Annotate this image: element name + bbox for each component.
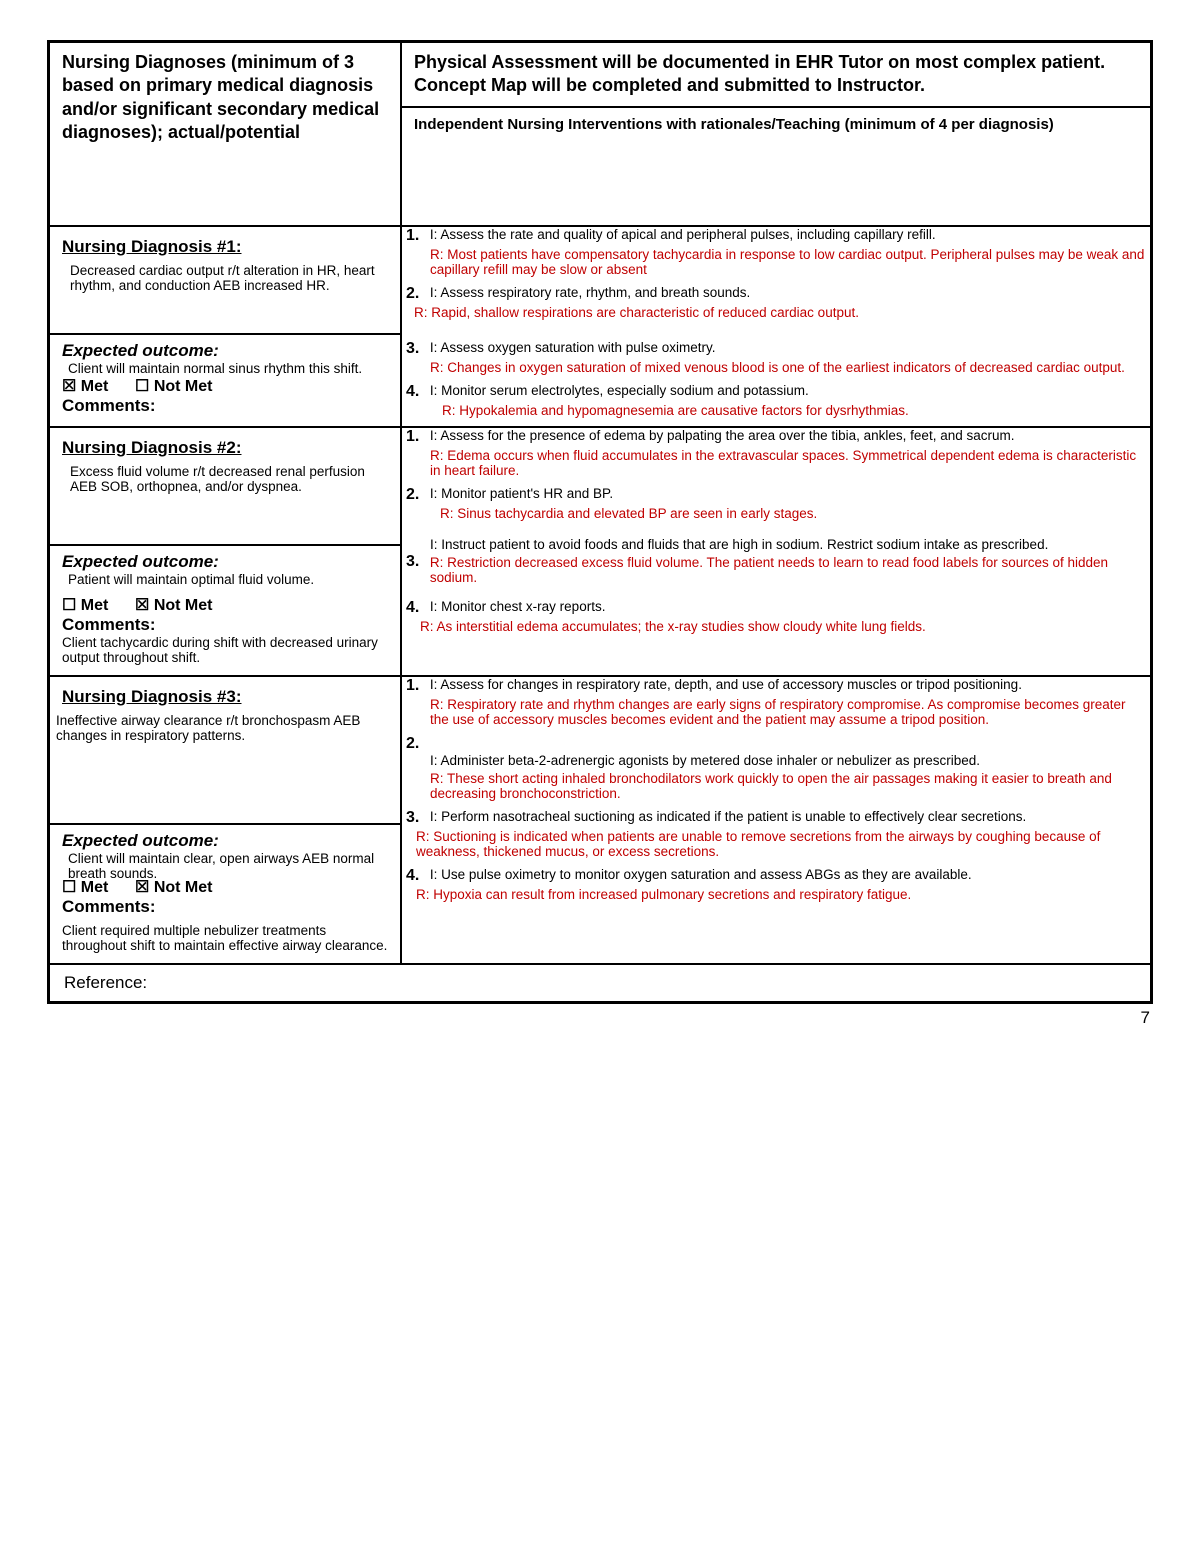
diagnosis-1-notmet-label: Not Met [154, 378, 213, 395]
reference-label: Reference: [64, 973, 147, 992]
intv-number: 3. [406, 809, 426, 827]
intv-number: 1. [406, 677, 426, 695]
d2-i4-rationale: R: As interstitial edema accumulates; th… [406, 619, 1146, 634]
d1-i1-text: I: Assess the rate and quality of apical… [430, 227, 1142, 242]
intv-number: 3. [406, 553, 426, 571]
diagnosis-3-comments-text: Client required multiple nebulizer treat… [62, 923, 388, 953]
diagnosis-2-left: Nursing Diagnosis #2: Excess fluid volum… [50, 428, 402, 675]
diagnosis-1-met-label: Met [81, 378, 109, 395]
d3-intervention-1: 1. I: Assess for changes in respiratory … [406, 677, 1146, 727]
diagnosis-3-expected-title: Expected outcome: [62, 831, 388, 851]
diagnosis-3-title: Nursing Diagnosis #3: [56, 687, 388, 707]
d1-i4-text: I: Monitor serum electrolytes, especiall… [430, 383, 1142, 398]
d1-intervention-1: 1. I: Assess the rate and quality of api… [406, 227, 1146, 277]
d2-intervention-2: 2. I: Monitor patient's HR and BP. R: Si… [406, 486, 1146, 521]
diagnosis-3-notmet-checkbox[interactable]: ☒ [135, 877, 149, 897]
diagnosis-1-expected-title: Expected outcome: [62, 341, 388, 361]
d3-i1-rationale: R: Respiratory rate and rhythm changes a… [406, 697, 1146, 727]
diagnosis-2-row: Nursing Diagnosis #2: Excess fluid volum… [50, 428, 1150, 677]
care-plan-page: Nursing Diagnoses (minimum of 3 based on… [47, 40, 1153, 1004]
d3-i4-rationale: R: Hypoxia can result from increased pul… [406, 887, 1146, 902]
diagnosis-3-met-label: Met [81, 879, 109, 896]
diagnosis-1-right: 1. I: Assess the rate and quality of api… [402, 227, 1150, 426]
d2-intervention-4: 4. I: Monitor chest x-ray reports. R: As… [406, 599, 1146, 634]
diagnosis-3-met-checkbox[interactable]: ☐ [62, 877, 76, 897]
d3-intervention-2: 2. I: Administer beta-2-adrenergic agoni… [406, 735, 1146, 801]
diagnosis-1-notmet-checkbox[interactable]: ☐ [135, 376, 149, 396]
d1-intervention-2: 2. I: Assess respiratory rate, rhythm, a… [406, 285, 1146, 320]
d2-i2-text: I: Monitor patient's HR and BP. [430, 486, 1142, 501]
diagnosis-2-met-line: ☐ Met ☒ Not Met [62, 595, 388, 615]
diagnosis-1-left: Nursing Diagnosis #1: Decreased cardiac … [50, 227, 402, 426]
diagnosis-2-expected-title: Expected outcome: [62, 552, 388, 572]
intv-number: 4. [406, 867, 426, 885]
intv-number: 1. [406, 227, 426, 245]
d1-intervention-4: 4. I: Monitor serum electrolytes, especi… [406, 383, 1146, 418]
d1-intervention-3: 3. I: Assess oxygen saturation with puls… [406, 340, 1146, 375]
d3-i3-rationale: R: Suctioning is indicated when patients… [406, 829, 1146, 859]
diagnosis-1-desc: Decreased cardiac output r/t alteration … [62, 263, 388, 293]
d2-i2-rationale: R: Sinus tachycardia and elevated BP are… [406, 506, 1146, 521]
intv-number: 2. [406, 735, 426, 753]
header-left-cell: Nursing Diagnoses (minimum of 3 based on… [50, 43, 402, 225]
intv-number: 2. [406, 486, 426, 504]
diagnosis-2-met-label: Met [81, 597, 109, 614]
d2-i3-rationale: R: Restriction decreased excess fluid vo… [430, 555, 1140, 585]
d1-i3-rationale: R: Changes in oxygen saturation of mixed… [406, 360, 1146, 375]
intv-number: 4. [406, 383, 426, 401]
d3-intervention-4: 4. I: Use pulse oximetry to monitor oxyg… [406, 867, 1146, 902]
d3-i2-rationale: R: These short acting inhaled bronchodil… [406, 771, 1146, 801]
d2-i4-text: I: Monitor chest x-ray reports. [430, 599, 1142, 614]
d1-i4-rationale: R: Hypokalemia and hypomagnesemia are ca… [406, 403, 1146, 418]
diagnosis-1-met-checkbox[interactable]: ☒ [62, 376, 76, 396]
d2-i1-rationale: R: Edema occurs when fluid accumulates i… [406, 448, 1146, 478]
d3-i2-text: I: Administer beta-2-adrenergic agonists… [430, 753, 1142, 768]
interventions-subheader: Independent Nursing Interventions with r… [402, 106, 1150, 213]
diagnosis-2-right: 1. I: Assess for the presence of edema b… [402, 428, 1150, 675]
d2-intervention-3: I: Instruct patient to avoid foods and f… [406, 537, 1146, 593]
diagnosis-2-comments-label: Comments: [62, 615, 388, 635]
diagnosis-3-met-line: ☐ Met ☒ Not Met [62, 877, 388, 897]
intv-number: 1. [406, 428, 426, 446]
diagnosis-1-title: Nursing Diagnosis #1: [62, 237, 388, 257]
diagnosis-3-notmet-label: Not Met [154, 879, 213, 896]
diagnosis-3-comments-label: Comments: [62, 897, 388, 917]
page-number: 7 [50, 1004, 1150, 1028]
d1-i2-rationale: R: Rapid, shallow respirations are chara… [406, 305, 1146, 320]
physical-assessment-header: Physical Assessment will be documented i… [402, 43, 1150, 106]
d3-i3-text: I: Perform nasotracheal suctioning as in… [430, 809, 1142, 824]
diagnosis-2-desc: Excess fluid volume r/t decreased renal … [62, 464, 388, 494]
reference-row: Reference: [50, 965, 1150, 1001]
diagnosis-3-right: 1. I: Assess for changes in respiratory … [402, 677, 1150, 963]
d2-i1-text: I: Assess for the presence of edema by p… [430, 428, 1142, 443]
intv-number: 3. [406, 340, 426, 358]
d1-i3-text: I: Assess oxygen saturation with pulse o… [430, 340, 1142, 355]
diagnosis-2-expected-desc: Patient will maintain optimal fluid volu… [62, 572, 388, 587]
diagnosis-2-comments-text: Client tachycardic during shift with dec… [62, 635, 388, 665]
diagnosis-2-met-checkbox[interactable]: ☐ [62, 595, 76, 615]
diagnosis-2-notmet-label: Not Met [154, 597, 213, 614]
d1-i1-rationale: R: Most patients have compensatory tachy… [406, 247, 1146, 277]
intv-number: 2. [406, 285, 426, 303]
intv-number: 4. [406, 599, 426, 617]
d3-i4-text: I: Use pulse oximetry to monitor oxygen … [430, 867, 1142, 882]
d2-i3-text: I: Instruct patient to avoid foods and f… [430, 537, 1142, 552]
diagnosis-2-notmet-checkbox[interactable]: ☒ [135, 595, 149, 615]
diagnosis-3-desc: Ineffective airway clearance r/t broncho… [56, 713, 388, 743]
diagnosis-3-left: Nursing Diagnosis #3: Ineffective airway… [50, 677, 402, 963]
diagnosis-1-row: Nursing Diagnosis #1: Decreased cardiac … [50, 227, 1150, 428]
diagnosis-1-expected-desc: Client will maintain normal sinus rhythm… [62, 361, 388, 376]
diagnosis-2-title: Nursing Diagnosis #2: [62, 438, 388, 458]
nursing-diagnoses-header: Nursing Diagnoses (minimum of 3 based on… [62, 51, 388, 145]
diagnosis-1-met-line: ☒ Met ☐ Not Met [62, 376, 388, 396]
d1-i2-text: I: Assess respiratory rate, rhythm, and … [430, 285, 1142, 300]
diagnosis-1-comments-label: Comments: [62, 396, 388, 416]
d2-intervention-1: 1. I: Assess for the presence of edema b… [406, 428, 1146, 478]
d3-i1-text: I: Assess for changes in respiratory rat… [430, 677, 1142, 692]
d3-intervention-3: 3. I: Perform nasotracheal suctioning as… [406, 809, 1146, 859]
header-row: Nursing Diagnoses (minimum of 3 based on… [50, 43, 1150, 227]
diagnosis-3-row: Nursing Diagnosis #3: Ineffective airway… [50, 677, 1150, 965]
header-right-cell: Physical Assessment will be documented i… [402, 43, 1150, 225]
